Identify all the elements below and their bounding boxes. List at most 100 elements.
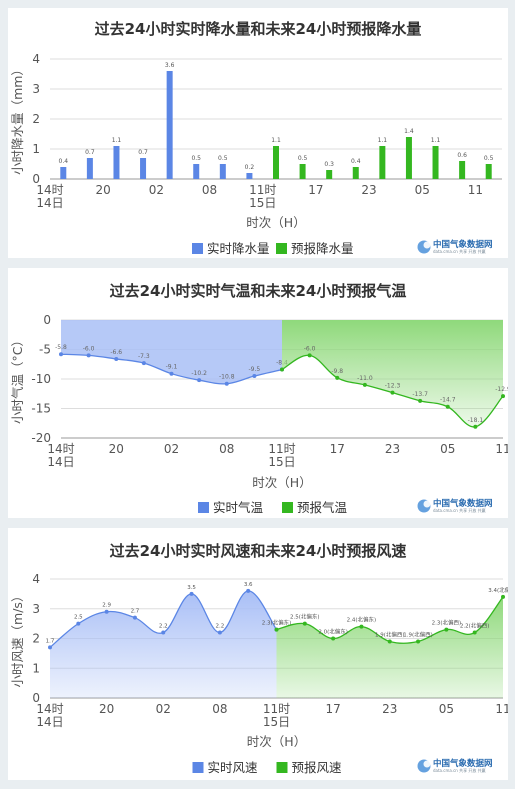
- x-tick-label: 20: [96, 183, 111, 197]
- x-tick-label: 23: [361, 183, 376, 197]
- forecast-point: [473, 424, 478, 429]
- legend-observed-swatch: [192, 243, 203, 254]
- observed-area: [50, 590, 277, 698]
- observed-point-label: 2.9: [102, 603, 111, 609]
- observed-point: [76, 621, 81, 626]
- x-tick-label: 14时: [36, 183, 63, 197]
- forecast-point: [307, 353, 312, 358]
- forecast-point-label: -12.3: [385, 383, 401, 390]
- wind-panel: 过去24小时实时风速和未来24小时预报风速 0 1 2 3 4 14时 14日 20 02 08 1…: [8, 528, 508, 780]
- y-tick-label: 2: [32, 112, 40, 126]
- forecast-point: [280, 367, 284, 372]
- observed-point-label: -9.5: [249, 366, 261, 373]
- x-tick-label: 02: [149, 183, 164, 197]
- observed-point: [86, 353, 91, 358]
- forecast-bar: [352, 167, 359, 179]
- logo-sub: data.cma.cn 共享 开放 共赢: [433, 767, 486, 773]
- forecast-bar-label: 0.5: [484, 155, 494, 162]
- observed-point: [161, 630, 166, 635]
- forecast-point-label: 2.4(北偏东): [347, 616, 377, 624]
- forecast-point: [335, 375, 340, 380]
- y-axis-title: 小时气温（°C）: [10, 334, 25, 424]
- x-tick-label: 11时: [263, 702, 290, 716]
- forecast-point-label: -12.9: [495, 386, 508, 393]
- observed-bar-label: 0.7: [138, 149, 148, 156]
- observed-point-label: -6.0: [83, 345, 95, 352]
- logo-name: 中国气象数据网: [433, 758, 493, 769]
- observed-point: [246, 588, 251, 593]
- x-tick-label: 14时: [47, 442, 74, 456]
- forecast-point-label: -11.0: [357, 375, 373, 382]
- observed-bar: [166, 71, 173, 179]
- forecast-point-label: 2.3(北偏西): [432, 619, 462, 627]
- x-tick-label: 11: [495, 442, 508, 456]
- observed-bar: [113, 146, 120, 179]
- observed-bar-label: 3.6: [165, 62, 175, 69]
- forecast-point: [418, 398, 423, 403]
- forecast-bar-label: 1.1: [431, 137, 441, 144]
- forecast-point: [444, 627, 449, 632]
- x-tick-sublabel: 15日: [249, 196, 276, 210]
- forecast-bar-label: 1.1: [378, 137, 388, 144]
- forecast-point-label: 1.9(北偏西): [403, 630, 433, 638]
- forecast-point: [362, 382, 367, 387]
- y-tick-label: 4: [32, 52, 40, 66]
- observed-point: [224, 381, 229, 386]
- forecast-point: [501, 394, 505, 399]
- forecast-point-label: -18.1: [468, 417, 484, 424]
- y-tick-label: 3: [32, 82, 40, 96]
- x-tick-label: 11时: [268, 442, 295, 456]
- precipitation-panel: 过去24小时实时降水量和未来24小时预报降水量 0 1 2 3 4 14时 14日 20 02 0…: [8, 8, 508, 258]
- observed-point: [169, 371, 174, 376]
- forecast-bar-label: 0.5: [298, 155, 308, 162]
- forecast-bar: [273, 146, 279, 179]
- observed-area: [61, 320, 282, 384]
- observed-point-label: 2.3(北偏东): [262, 619, 292, 627]
- forecast-bar-label: 0.4: [351, 158, 361, 165]
- legend-observed-swatch: [192, 762, 204, 773]
- logo-name: 中国气象数据网: [433, 239, 493, 250]
- x-tick-label: 02: [164, 442, 179, 456]
- observed-point-label: 3.6: [244, 582, 253, 588]
- forecast-area: [282, 320, 503, 427]
- observed-point-label: 2.2: [159, 624, 168, 630]
- forecast-point-label: -9.8: [331, 368, 343, 375]
- observed-point: [189, 591, 194, 596]
- observed-bar-label: 0.5: [191, 155, 201, 162]
- observed-point-label: 2.2: [216, 624, 225, 630]
- forecast-point: [390, 390, 395, 395]
- observed-bar-label: 0.4: [59, 158, 69, 165]
- forecast-point-label: 2.5(北偏东): [290, 613, 320, 621]
- x-tick-label: 08: [202, 183, 217, 197]
- legend-observed-swatch: [198, 502, 209, 513]
- y-tick-label: 0: [32, 172, 40, 186]
- forecast-bar-label: 1.4: [404, 128, 414, 135]
- observed-bar: [246, 173, 253, 179]
- x-tick-label: 05: [415, 183, 430, 197]
- observed-bar-label: 0.2: [245, 164, 255, 171]
- y-axis-title: 小时风速（m/s）: [10, 590, 25, 688]
- forecast-point-label: -6.0: [304, 345, 316, 352]
- y-tick-label: 0: [43, 313, 51, 327]
- x-tick-sublabel: 14日: [36, 715, 63, 729]
- y-axis-title: 小时降水量（mm）: [10, 63, 25, 175]
- x-tick-label: 05: [440, 442, 455, 456]
- x-tick-sublabel: 15日: [263, 715, 290, 729]
- forecast-point-label: -13.7: [412, 391, 428, 398]
- observed-bar-label: 1.1: [112, 137, 122, 144]
- observed-point-label: -6.6: [110, 349, 122, 356]
- forecast-bar-label: 0.6: [457, 152, 467, 159]
- observed-point-label: -10.8: [219, 374, 235, 381]
- temperature-title: 过去24小时实时气温和未来24小时预报气温: [109, 282, 407, 300]
- x-tick-label: 08: [219, 442, 234, 456]
- observed-point: [141, 361, 146, 366]
- forecast-point: [274, 627, 279, 632]
- y-tick-label: 1: [32, 661, 40, 675]
- forecast-point: [445, 404, 450, 409]
- x-tick-label: 23: [382, 702, 397, 716]
- x-tick-sublabel: 14日: [36, 196, 63, 210]
- logo-sub: data.cma.cn 共享 开放 共赢: [433, 507, 486, 513]
